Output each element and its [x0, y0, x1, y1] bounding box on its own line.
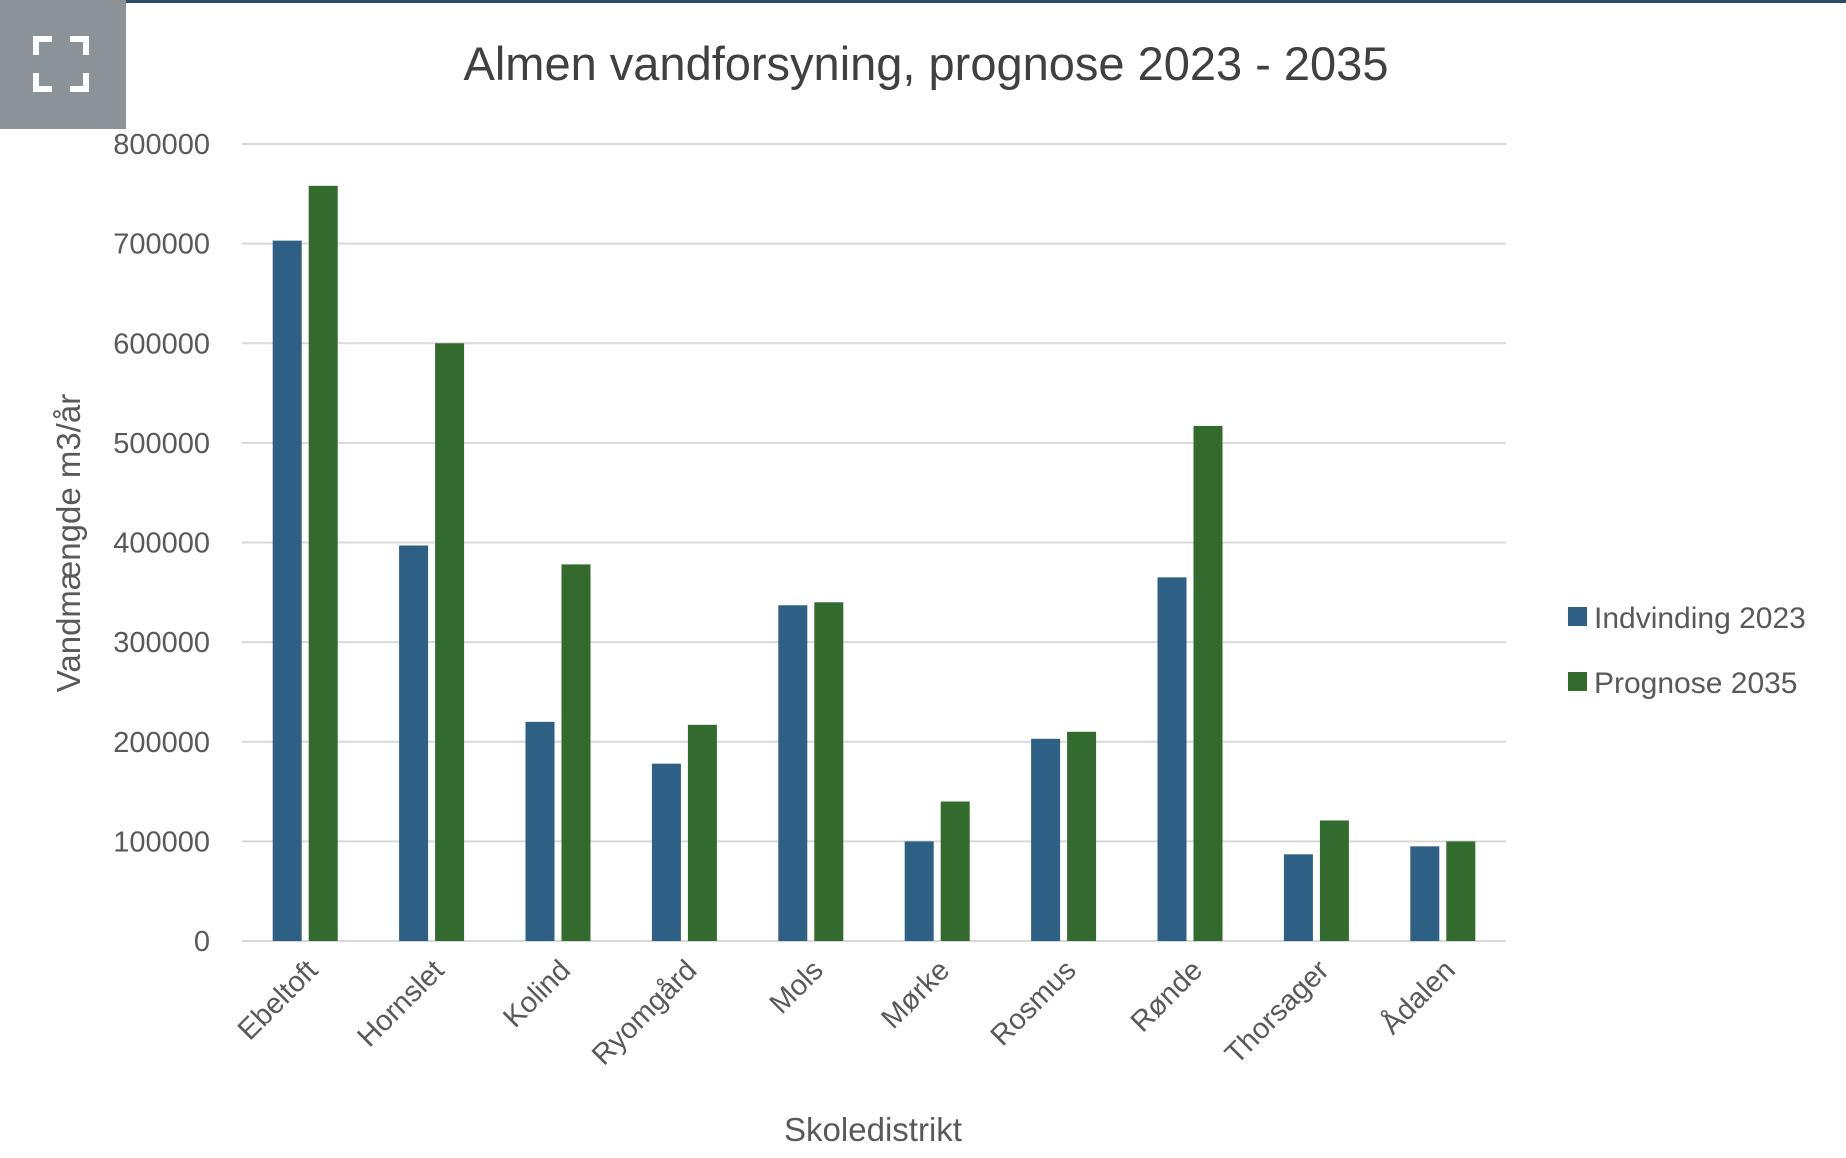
bar-prognose-2035: [561, 564, 591, 941]
bar-prognose-2035: [1067, 731, 1097, 941]
bar-prognose-2035: [1319, 820, 1349, 941]
y-tick-label: 600000: [113, 328, 210, 360]
bar-indvinding-2023: [1157, 577, 1187, 941]
x-tick-label: Thorsager: [1219, 954, 1335, 1070]
x-tick-label: Ådalen: [1375, 954, 1462, 1041]
y-axis-ticks: 0 100000 200000 300000 400000 500000 600000 700…: [113, 129, 210, 958]
bar-indvinding-2023: [904, 841, 934, 941]
legend-swatch: [1568, 607, 1587, 626]
y-tick-label: 500000: [113, 428, 210, 460]
x-axis-title: Skoledistrikt: [784, 1111, 962, 1148]
bar-indvinding-2023: [399, 545, 429, 941]
y-tick-label: 800000: [113, 129, 210, 161]
bar-indvinding-2023: [1410, 846, 1440, 941]
bar-prognose-2035: [435, 343, 465, 941]
x-tick-label: Ebeltoft: [232, 954, 324, 1046]
bar-indvinding-2023: [525, 721, 555, 941]
x-tick-label: Mols: [764, 954, 830, 1020]
legend-label: Indvinding 2023: [1594, 602, 1806, 635]
y-tick-label: 200000: [113, 727, 210, 759]
y-tick-label: 0: [194, 926, 210, 958]
legend-label: Prognose 2035: [1594, 667, 1798, 700]
bar-prognose-2035: [814, 602, 844, 941]
y-axis-title: Vandmængde m3/år: [50, 394, 87, 692]
bar-prognose-2035: [1193, 425, 1223, 942]
legend-swatch: [1568, 672, 1587, 691]
top-border: [0, 0, 1846, 3]
chart-title: Almen vandforsyning, prognose 2023 - 203…: [464, 37, 1389, 90]
x-tick-label: Hornslet: [352, 954, 451, 1053]
gridlines: [242, 143, 1506, 942]
bar-prognose-2035: [940, 801, 970, 941]
x-axis-ticks: Ebeltoft Hornslet Kolind Ryomgård Mols Mørke R…: [232, 954, 1462, 1072]
bar-prognose-2035: [687, 724, 717, 941]
y-tick-label: 300000: [113, 627, 210, 659]
x-tick-label: Rønde: [1125, 954, 1209, 1038]
bars: [272, 185, 1476, 942]
bar-indvinding-2023: [1031, 738, 1061, 941]
x-tick-label: Rosmus: [985, 954, 1083, 1052]
legend: Indvinding 2023 Prognose 2035: [1568, 602, 1806, 700]
x-tick-label: Ryomgård: [586, 954, 703, 1071]
bar-indvinding-2023: [1283, 854, 1313, 941]
bar-prognose-2035: [1446, 841, 1476, 941]
fullscreen-icon: [33, 36, 89, 92]
x-tick-label: Mørke: [875, 954, 956, 1035]
fullscreen-button[interactable]: [0, 0, 126, 129]
y-tick-label: 700000: [113, 229, 210, 261]
bar-indvinding-2023: [651, 763, 681, 941]
bar-indvinding-2023: [272, 240, 302, 942]
y-tick-label: 400000: [113, 528, 210, 560]
bar-prognose-2035: [308, 185, 338, 941]
bar-indvinding-2023: [778, 605, 808, 941]
y-tick-label: 100000: [113, 826, 210, 858]
x-tick-label: Kolind: [497, 954, 577, 1034]
